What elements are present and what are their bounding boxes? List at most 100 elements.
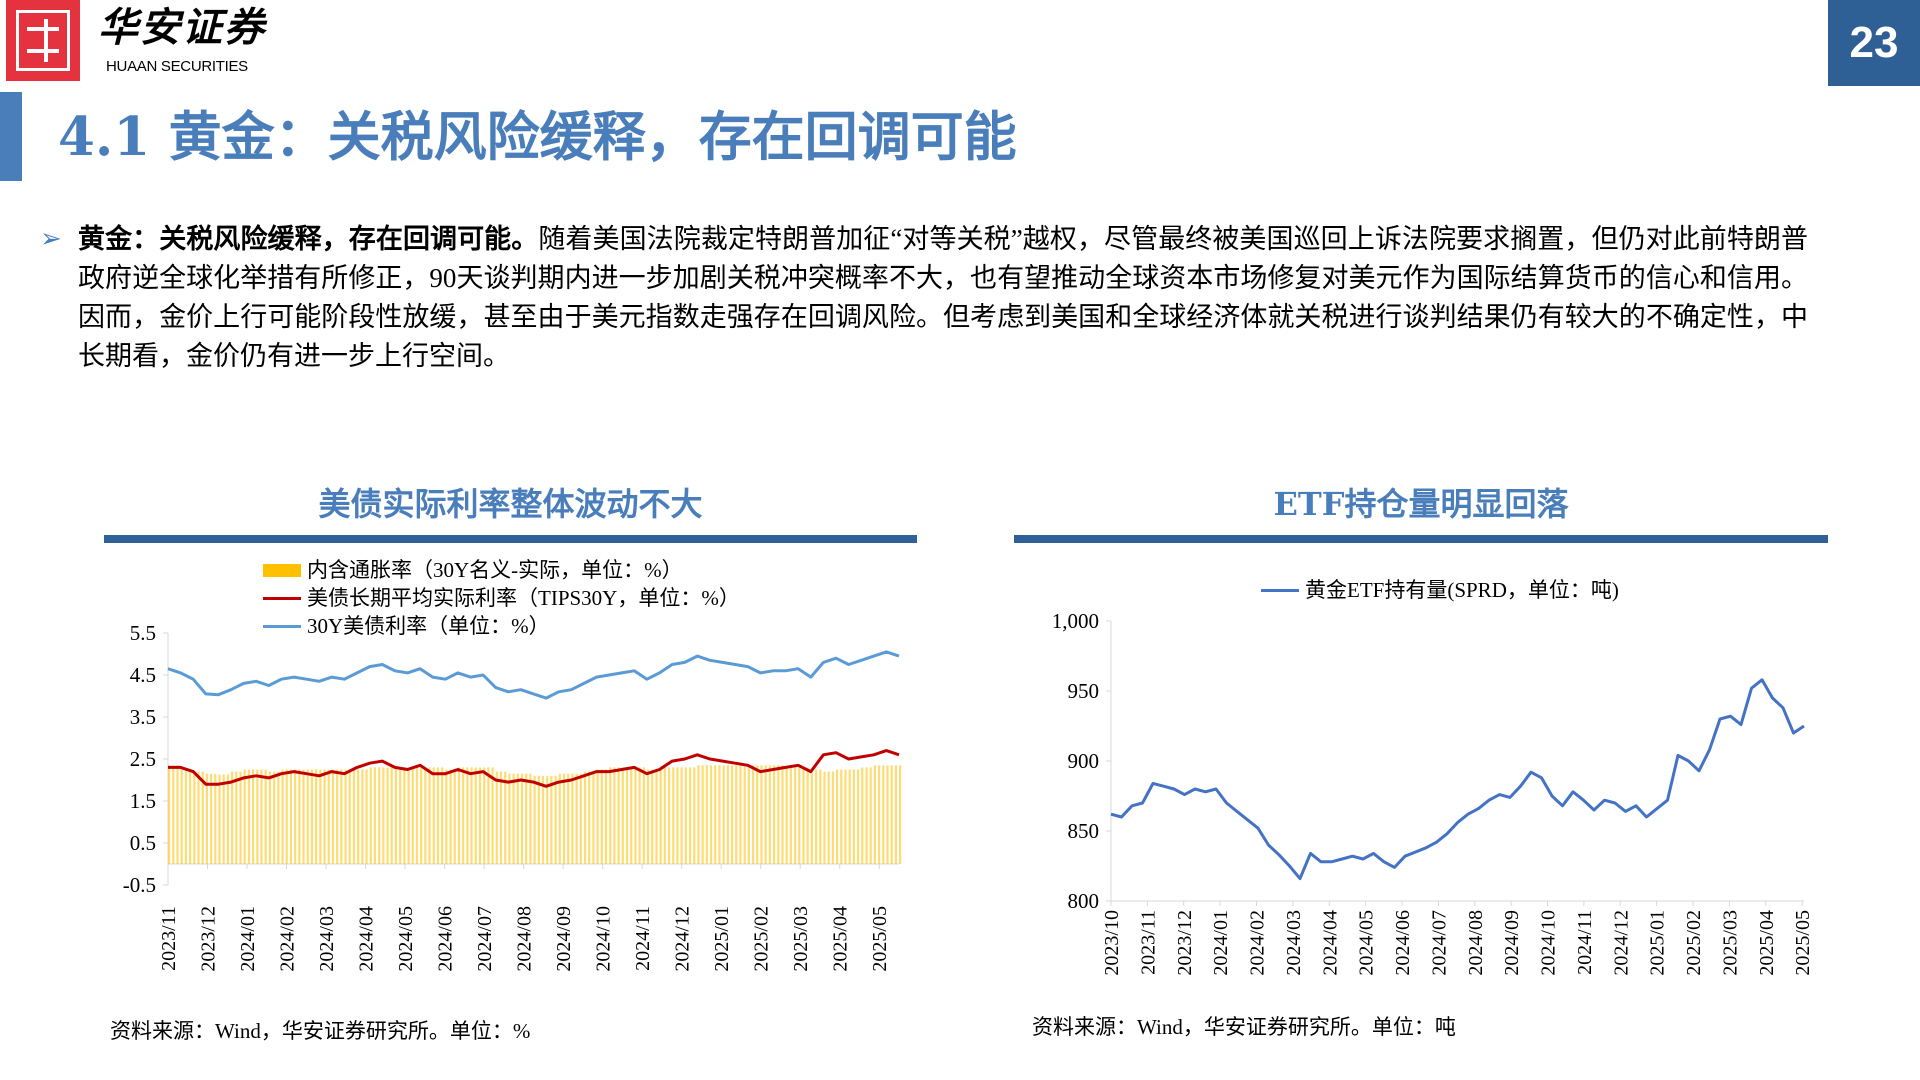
- x-tick-label: 2023/10: [1101, 910, 1123, 976]
- y-tick-label: 1.5: [130, 789, 156, 813]
- x-tick-label: 2024/05: [395, 906, 417, 972]
- x-tick-label: 2024/07: [474, 906, 496, 972]
- breakeven-bar: [819, 769, 822, 864]
- breakeven-bar: [260, 769, 263, 864]
- legend-item-yield: 30Y美债利率（单位：%）: [263, 614, 550, 638]
- breakeven-bar: [252, 769, 255, 864]
- breakeven-bar: [760, 765, 763, 864]
- breakeven-bar: [168, 765, 171, 864]
- breakeven-bar: [785, 767, 788, 864]
- breakeven-bar: [331, 769, 335, 864]
- legend-label: 30Y美债利率（单位：%）: [307, 614, 550, 638]
- y-tick-label: 2.5: [130, 747, 156, 771]
- breakeven-bar: [268, 771, 272, 864]
- breakeven-bar: [184, 769, 188, 864]
- y-tick-label: 3.5: [130, 705, 156, 729]
- breakeven-bar: [176, 765, 179, 864]
- breakeven-bar: [357, 769, 360, 864]
- breakeven-bar: [554, 775, 557, 864]
- breakeven-bar: [550, 775, 553, 864]
- breakeven-bar: [823, 771, 826, 864]
- y-tick-label: 950: [1068, 679, 1100, 703]
- breakeven-bar: [697, 765, 700, 864]
- breakeven-bar: [840, 769, 843, 864]
- y-tick-label: 850: [1068, 819, 1100, 843]
- breakeven-bar: [781, 765, 784, 864]
- breakeven-bar: [865, 767, 868, 864]
- breakeven-bar: [231, 771, 234, 864]
- breakeven-bar: [239, 771, 242, 864]
- breakeven-bar: [852, 769, 855, 864]
- y-tick-label: 800: [1068, 889, 1100, 913]
- breakeven-bar: [638, 767, 641, 864]
- left-chart-source: 资料来源：Wind，华安证券研究所。单位：%: [110, 1019, 531, 1043]
- breakeven-bar: [491, 767, 494, 864]
- breakeven-bar: [520, 773, 524, 864]
- x-tick-label: 2025/02: [1683, 910, 1705, 976]
- breakeven-bar: [294, 769, 297, 864]
- x-tick-label: 2024/08: [1465, 910, 1487, 976]
- breakeven-bar: [415, 767, 419, 864]
- breakeven-bar: [373, 767, 377, 864]
- x-tick-label: 2025/03: [790, 906, 812, 972]
- breakeven-bar: [449, 769, 452, 864]
- breakeven-bar: [222, 774, 225, 864]
- breakeven-bar: [772, 765, 776, 864]
- breakeven-bar: [453, 769, 456, 864]
- x-tick-label: 2024/06: [435, 906, 457, 972]
- breakeven-bar: [369, 767, 372, 864]
- breakeven-bar: [688, 767, 692, 864]
- breakeven-bar: [882, 765, 885, 864]
- breakeven-bar: [609, 767, 612, 864]
- page-number: 23: [1828, 0, 1920, 86]
- breakeven-bar: [436, 767, 440, 864]
- breakeven-bar: [403, 767, 406, 864]
- body-paragraph: 黄金：关税风险缓释，存在回调可能。随着美国法院裁定特朗普加征“对等关税”越权，尽…: [78, 220, 1808, 376]
- breakeven-bar: [218, 774, 221, 864]
- breakeven-bar: [835, 769, 839, 864]
- breakeven-bar: [562, 773, 566, 864]
- breakeven-bar: [264, 769, 267, 864]
- x-tick-label: 2023/12: [198, 906, 220, 972]
- legend-swatch: [263, 563, 301, 577]
- breakeven-bar: [764, 765, 767, 864]
- series-line-2: [167, 650, 900, 700]
- breakeven-bar: [567, 773, 570, 864]
- breakeven-bar: [277, 771, 280, 864]
- arrow-bullet-icon: ➢: [40, 224, 62, 253]
- breakeven-bar: [873, 765, 876, 864]
- x-tick-label: 2024/10: [1538, 910, 1560, 976]
- breakeven-bar: [726, 765, 729, 864]
- breakeven-bar: [651, 769, 654, 864]
- breakeven-bar: [541, 775, 545, 864]
- breakeven-bar: [789, 767, 792, 864]
- x-tick-label: 2024/08: [514, 906, 536, 972]
- breakeven-bar: [285, 769, 288, 864]
- breakeven-bar: [327, 769, 330, 864]
- breakeven-bar: [378, 767, 381, 864]
- breakeven-bar: [365, 769, 368, 864]
- breakeven-bar: [751, 765, 755, 864]
- y-tick-label: 0.5: [130, 831, 156, 855]
- series-line-1: [168, 749, 900, 788]
- breakeven-bar: [848, 769, 851, 864]
- breakeven-bar: [525, 773, 528, 864]
- breakeven-bar: [306, 769, 309, 864]
- page-title: 4.1 黄金：关税风险缓释，存在回调可能: [58, 106, 1017, 168]
- series-line-0: [1110, 678, 1805, 881]
- breakeven-bar: [180, 769, 183, 864]
- breakeven-bar: [709, 765, 713, 864]
- breakeven-bar: [630, 767, 633, 864]
- breakeven-bar: [336, 769, 339, 864]
- x-tick-label: 2024/09: [553, 906, 575, 972]
- breakeven-bar: [483, 767, 486, 864]
- breakeven-bar: [298, 769, 301, 864]
- breakeven-bar: [478, 767, 482, 864]
- breakeven-bar: [361, 769, 364, 864]
- breakeven-bar: [617, 767, 620, 864]
- x-tick-label: 2024/06: [1392, 910, 1414, 976]
- breakeven-bar: [462, 767, 465, 864]
- x-tick-label: 2025/03: [1719, 910, 1741, 976]
